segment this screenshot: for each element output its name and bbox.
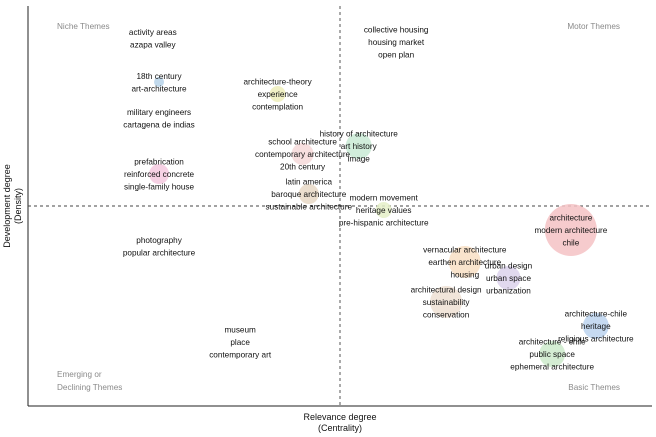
cluster-label: military engineers [127, 108, 191, 117]
quadrant-motor-themes: Motor Themes [567, 22, 620, 31]
cluster-label: activity areas [129, 28, 177, 37]
cluster-label: vernacular architecture [423, 246, 507, 255]
quadrant-basic-themes: Basic Themes [568, 383, 620, 392]
cluster-label: religious architecture [558, 335, 634, 344]
cluster-label: school architecture [268, 138, 337, 147]
cluster-label: urbanization [486, 287, 531, 296]
quadrant-labels: Niche Themes Motor Themes Emerging or Decli… [57, 22, 620, 392]
cluster-bubble-6 [345, 133, 372, 159]
cluster-label: reinforced concrete [124, 170, 195, 179]
quadrant-emerging-declining-line-1: Emerging or [57, 370, 102, 379]
quadrant-niche-themes: Niche Themes [57, 22, 110, 31]
plot-frame [27, 6, 652, 407]
cluster-label: 18th century [137, 72, 183, 81]
cluster-label: sustainable architecture [266, 203, 353, 212]
cluster-label: popular architecture [123, 248, 196, 257]
cluster-label: experience [258, 90, 299, 99]
cluster-label: single-family house [124, 183, 195, 192]
cluster-label: public space [529, 350, 575, 359]
cluster-label: earthen architecture [428, 258, 501, 267]
cluster-label: museum [224, 326, 256, 335]
cluster-label: history of architecture [320, 130, 399, 139]
cluster-label: cartagena de indias [123, 120, 194, 129]
cluster-bubble-17 [582, 313, 609, 339]
x-axis-title: Relevance degree [303, 412, 376, 422]
cluster-label: architecture - chile [519, 338, 586, 347]
y-axis-title: Development degree [2, 164, 12, 248]
cluster-label: modern movement [350, 194, 419, 203]
y-axis-subtitle: (Density) [13, 188, 23, 224]
cluster-label: azapa valley [130, 40, 176, 49]
cluster-bubble-11 [544, 204, 597, 256]
cluster-label: modern architecture [534, 226, 607, 235]
cluster-label: chile [562, 239, 579, 248]
cluster-bubble-16 [430, 286, 463, 318]
cluster-label: housing [450, 271, 479, 280]
cluster-label: latin america [286, 178, 333, 187]
cluster-label: image [348, 155, 371, 164]
axis-titles: Relevance degree(Centrality) Development … [2, 164, 377, 433]
cluster-bubble-9 [375, 202, 392, 218]
cluster-bubble-5 [269, 86, 286, 102]
cluster-label: heritage values [356, 206, 412, 215]
cluster-label: ephemeral architecture [510, 363, 594, 372]
cluster-bubble-4 [149, 164, 170, 184]
quadrant-emerging-declining-line-2: Declining Themes [57, 383, 122, 392]
cluster-label: housing market [368, 38, 425, 47]
cluster-label: urban design [485, 262, 533, 271]
cluster-label: open plan [378, 51, 414, 60]
cluster-label: heritage [581, 322, 611, 331]
cluster-label: urban space [486, 274, 532, 283]
cluster-label: sustainability [423, 298, 471, 307]
cluster-label: architectural design [411, 286, 482, 295]
cluster-label: art history [341, 142, 378, 151]
cluster-label: baroque architecture [271, 190, 347, 199]
cluster-bubble-2 [154, 77, 165, 87]
cluster-bubbles [149, 77, 609, 367]
cluster-label: conservation [423, 311, 470, 320]
cluster-labels: activity areas azapa valley 18th century ar… [123, 26, 634, 372]
cluster-label: architecture-theory [243, 78, 312, 87]
cluster-label: contemporary art [209, 351, 272, 360]
cluster-bubble-14 [448, 246, 481, 278]
cluster-label: collective housing [364, 26, 429, 35]
cluster-bubble-15 [496, 266, 521, 290]
cluster-label: 20th century [280, 163, 326, 172]
cluster-label: architecture-chile [565, 310, 628, 319]
cluster-bubble-18 [539, 341, 566, 367]
cluster-bubble-7 [291, 143, 314, 165]
x-axis-subtitle: (Centrality) [318, 423, 362, 433]
cluster-label: place [230, 338, 250, 347]
cluster-bubble-8 [298, 184, 319, 204]
cluster-label: photography [136, 236, 182, 245]
cluster-label: pre-hispanic architecture [339, 219, 429, 228]
cluster-label: contemplation [252, 103, 303, 112]
cluster-label: art-architecture [132, 84, 188, 93]
cluster-label: contemporary architecture [255, 150, 351, 159]
cluster-label: architecture [549, 214, 592, 223]
cluster-label: prefabrication [134, 158, 184, 167]
